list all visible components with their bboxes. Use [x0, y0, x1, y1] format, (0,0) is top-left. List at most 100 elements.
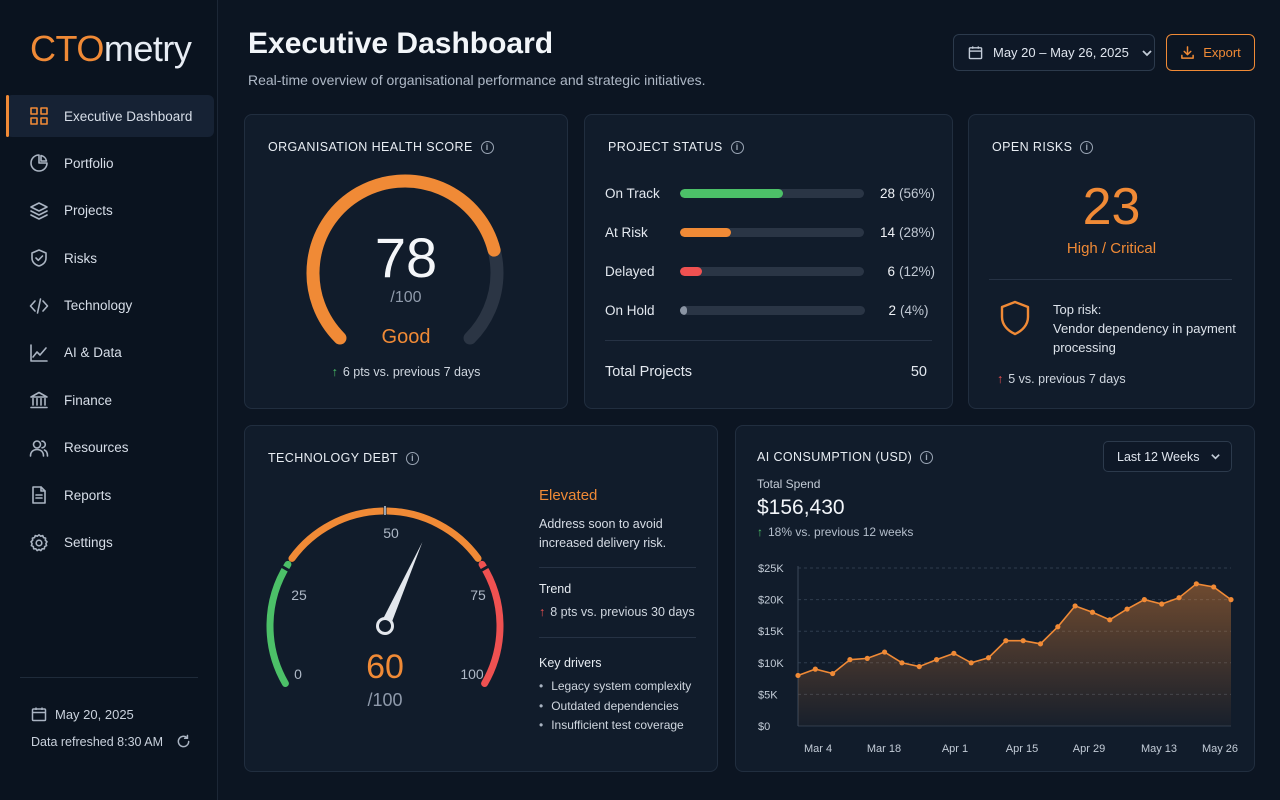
export-button[interactable]: Export [1166, 34, 1255, 71]
health-delta-text: 6 pts vs. previous 7 days [342, 365, 481, 379]
sidebar-item-label: Portfolio [64, 155, 114, 171]
sidebar-item-resources[interactable]: Resources [6, 427, 214, 469]
health-title-text: ORGANISATION HEALTH SCORE [268, 140, 473, 154]
sidebar-item-ai-data[interactable]: AI & Data [6, 332, 214, 374]
sidebar: CTOmetry Executive Dashboard Portfolio P… [0, 0, 218, 800]
data-point [1037, 641, 1044, 647]
info-icon[interactable]: i [730, 140, 744, 154]
y-tick-label: $0 [758, 721, 770, 733]
data-point [812, 666, 818, 672]
sidebar-item-risks[interactable]: Risks [6, 237, 214, 279]
list-item: Outdated dependencies [539, 699, 691, 719]
gauge-scale-label: 0 [294, 666, 302, 682]
sidebar-nav: Executive Dashboard Portfolio Projects R… [6, 95, 214, 569]
health-score-outof: /100 [390, 289, 422, 306]
sidebar-item-projects[interactable]: Projects [6, 190, 214, 232]
tech-debt-gauge: 0 25 50 75 100 [266, 505, 504, 687]
status-pct: (28%) [898, 224, 935, 240]
ai-consumption-title-text: AI CONSUMPTION (USD) [757, 450, 913, 464]
x-tick-label: Apr 15 [1006, 743, 1038, 755]
x-tick-label: Mar 18 [867, 743, 901, 755]
info-icon[interactable]: i [480, 140, 494, 154]
sidebar-item-label: Settings [64, 535, 113, 551]
range-select-value: Last 12 Weeks [1117, 449, 1200, 464]
info-icon[interactable]: i [1080, 140, 1094, 154]
technology-debt-title-text: TECHNOLOGY DEBT [268, 451, 399, 465]
sidebar-item-technology[interactable]: Technology [6, 285, 214, 327]
gauge-needle-hub [376, 617, 394, 635]
sidebar-item-label: Executive Dashboard [64, 108, 193, 124]
ai-consumption-card: $0 $5K $10K $15K $20K $25K Mar 4 Mar 18 Apr 1 Apr… [735, 425, 1255, 772]
code-icon [28, 295, 50, 317]
date-range-picker[interactable]: May 20 – May 26, 2025 [953, 34, 1155, 71]
date-range-text: May 20 – May 26, 2025 [993, 45, 1129, 60]
data-point [1193, 581, 1199, 587]
status-count: 28 [879, 185, 895, 201]
status-label: Delayed [605, 263, 655, 279]
gauge-needle [380, 541, 423, 629]
sidebar-item-finance[interactable]: Finance [6, 379, 214, 421]
open-risks-delta: ↑ 5 vs. previous 7 days [997, 372, 1126, 386]
shield-icon [1000, 300, 1030, 336]
sidebar-date-text: May 20, 2025 [55, 706, 134, 722]
total-spend-label: Total Spend [757, 477, 821, 491]
y-tick-label: $5K [758, 689, 778, 701]
divider [989, 279, 1232, 280]
open-risks-title: OPEN RISKS i [992, 140, 1094, 154]
sidebar-item-settings[interactable]: Settings [6, 522, 214, 564]
calendar-icon [968, 46, 983, 60]
sidebar-item-label: Finance [64, 392, 113, 408]
data-point [1055, 624, 1061, 630]
data-point [882, 649, 888, 655]
project-status-title-text: PROJECT STATUS [608, 140, 723, 154]
y-tick-label: $25K [758, 563, 784, 575]
sidebar-item-label: AI & Data [64, 345, 122, 361]
logo[interactable]: CTOmetry [30, 28, 192, 69]
sidebar-item-portfolio[interactable]: Portfolio [6, 142, 214, 184]
info-icon[interactable]: i [406, 451, 420, 465]
technology-debt-title: TECHNOLOGY DEBT i [268, 451, 420, 465]
status-bar-fill [680, 305, 688, 315]
sidebar-date: May 20, 2025 [31, 706, 134, 722]
divider [539, 567, 696, 568]
info-icon[interactable]: i [920, 450, 934, 464]
tech-debt-level: Elevated [539, 487, 598, 504]
users-icon [28, 437, 50, 459]
status-pct: (12%) [898, 263, 935, 279]
line-chart-icon [28, 342, 50, 364]
project-status-card: PROJECT STATUS i On Track 28 (56%) At Ris… [584, 114, 953, 409]
sidebar-item-label: Resources [64, 440, 129, 456]
sidebar-item-executive-dashboard[interactable]: Executive Dashboard [6, 95, 214, 137]
health-card-title: ORGANISATION HEALTH SCORE i [268, 140, 494, 154]
x-tick-label: May 26 [1202, 743, 1238, 755]
data-point [1176, 595, 1182, 601]
sidebar-item-label: Reports [64, 487, 112, 503]
status-count: 6 [887, 263, 895, 279]
status-bar-track [680, 305, 865, 315]
x-tick-label: Apr 1 [942, 743, 968, 755]
sidebar-item-label: Projects [64, 203, 113, 219]
data-point [1020, 638, 1026, 644]
open-risks-count: 23 [1082, 178, 1141, 236]
divider [605, 340, 932, 341]
data-point [916, 663, 922, 670]
gauge-tick-gap [279, 564, 292, 573]
shield-check-icon [28, 247, 50, 269]
total-spend-value: $156,430 [757, 496, 845, 519]
sidebar-item-label: Risks [64, 250, 97, 266]
data-point [1124, 606, 1130, 612]
divider [539, 637, 696, 638]
sidebar-item-reports[interactable]: Reports [6, 474, 214, 516]
calendar-icon [31, 707, 47, 722]
status-row-delayed: Delayed 6 (12%) [605, 261, 935, 281]
pie-chart-icon [28, 152, 50, 174]
refresh-icon[interactable] [176, 734, 191, 749]
data-point [1159, 601, 1165, 607]
data-point [1107, 617, 1113, 623]
data-point [795, 672, 801, 679]
status-label: On Hold [605, 302, 655, 318]
data-point [1211, 584, 1217, 590]
data-refreshed: Data refreshed 8:30 AM [31, 734, 191, 749]
x-tick-label: Apr 29 [1073, 743, 1105, 755]
range-select[interactable]: Last 12 Weeks [1103, 441, 1232, 472]
